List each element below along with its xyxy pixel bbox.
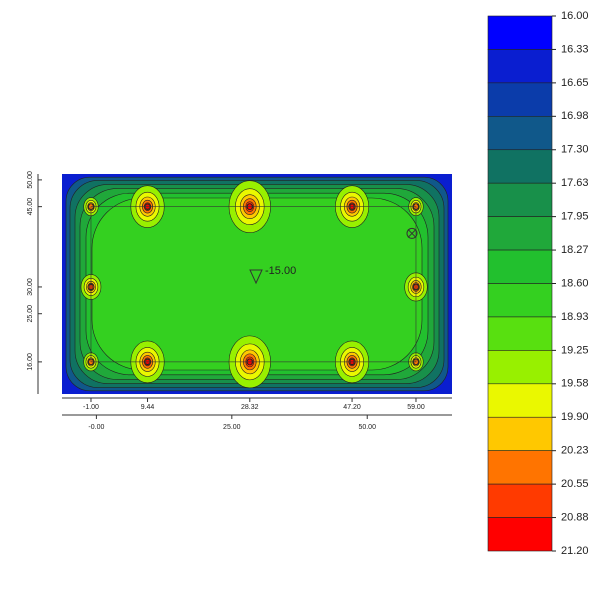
- colorbar-label: 19.25: [561, 344, 589, 356]
- y-tick-label: 30.00: [27, 278, 34, 296]
- y-tick-label: 16.00: [27, 353, 34, 371]
- colorbar-swatch: [487, 517, 553, 552]
- colorbar-swatch: [487, 416, 553, 451]
- colorbar-label: 18.93: [561, 311, 589, 323]
- x-tick-label: 25.00: [223, 424, 241, 431]
- contour-field: [62, 174, 452, 394]
- colorbar-label: 18.27: [561, 244, 589, 256]
- x-tick-label: 47.20: [343, 404, 361, 411]
- colorbar-label: 16.00: [561, 10, 589, 22]
- x-tick-label: 59.00: [407, 404, 425, 411]
- colorbar-swatch: [487, 116, 553, 151]
- colorbar-swatch: [487, 216, 553, 251]
- calc-frame: [90, 206, 417, 363]
- x-tick-label: -1.00: [83, 404, 99, 411]
- x-tick-label: 9.44: [141, 404, 155, 411]
- colorbar-label: 17.63: [561, 177, 589, 189]
- colorbar-swatch: [487, 450, 553, 485]
- colorbar-swatch: [487, 149, 553, 184]
- colorbar-swatch: [487, 249, 553, 284]
- colorbar-swatch: [487, 316, 553, 351]
- marker: [407, 229, 417, 238]
- colorbar-swatch: [487, 283, 553, 318]
- colorbar-label: 17.30: [561, 144, 589, 156]
- colorbar-label: 19.58: [561, 378, 589, 390]
- colorbar-label: 18.60: [561, 277, 589, 289]
- colorbar-swatch: [487, 82, 553, 117]
- colorbar-swatch: [487, 182, 553, 217]
- colorbar-label: 21.20: [561, 545, 589, 557]
- marker: [406, 227, 418, 239]
- annotation-marker: [249, 269, 263, 285]
- colorbar-swatch: [487, 350, 553, 385]
- x-tick-label: 28.32: [241, 404, 259, 411]
- colorbar-label: 17.95: [561, 211, 589, 223]
- colorbar-label: 16.98: [561, 110, 589, 122]
- colorbar-label: 16.65: [561, 77, 589, 89]
- colorbar-swatch: [487, 483, 553, 518]
- colorbar-label: 19.90: [561, 411, 589, 423]
- y-tick-label: 50.00: [27, 171, 34, 189]
- colorbar-label: 20.55: [561, 478, 589, 490]
- y-tick-label: 45.00: [27, 198, 34, 216]
- colorbar-swatch: [487, 15, 553, 50]
- colorbar-swatch: [487, 49, 553, 84]
- colorbar-label: 20.23: [561, 445, 589, 457]
- x-tick-label: 50.00: [358, 424, 376, 431]
- colorbar-swatch: [487, 383, 553, 418]
- colorbar-label: 16.33: [561, 43, 589, 55]
- annotation: -15.00: [265, 265, 296, 277]
- x-tick-label: -0.00: [88, 424, 104, 431]
- y-tick-label: 25.00: [27, 305, 34, 323]
- colorbar-label: 20.88: [561, 511, 589, 523]
